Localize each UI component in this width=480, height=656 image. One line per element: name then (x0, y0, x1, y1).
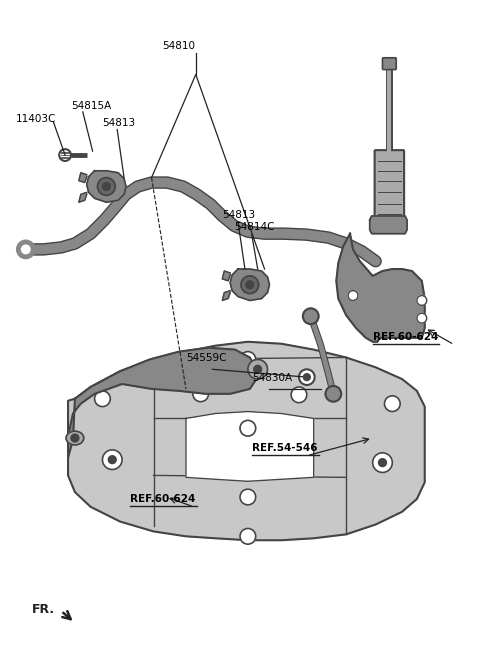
Circle shape (417, 314, 427, 323)
Text: FR.: FR. (32, 603, 55, 616)
FancyBboxPatch shape (374, 150, 404, 223)
Text: 54830A: 54830A (252, 373, 292, 383)
Circle shape (241, 276, 259, 294)
Polygon shape (370, 216, 407, 234)
Text: 54559C: 54559C (186, 354, 227, 363)
Circle shape (325, 386, 341, 401)
Polygon shape (186, 411, 314, 482)
Polygon shape (87, 171, 126, 202)
Circle shape (17, 241, 35, 258)
Polygon shape (79, 173, 87, 182)
Circle shape (97, 178, 115, 195)
Circle shape (108, 456, 116, 464)
Text: 54813: 54813 (102, 117, 135, 127)
Circle shape (71, 434, 79, 442)
Circle shape (372, 453, 392, 472)
FancyBboxPatch shape (383, 58, 396, 70)
Text: 54810: 54810 (163, 41, 195, 51)
Circle shape (417, 296, 427, 306)
Circle shape (95, 391, 110, 407)
Circle shape (299, 369, 315, 385)
Circle shape (303, 374, 310, 380)
Circle shape (240, 352, 256, 367)
Circle shape (254, 365, 262, 373)
Circle shape (303, 308, 319, 324)
Circle shape (22, 245, 30, 253)
Circle shape (384, 396, 400, 411)
Text: REF.60-624: REF.60-624 (130, 494, 195, 504)
Polygon shape (336, 234, 425, 342)
Polygon shape (222, 271, 230, 281)
Circle shape (102, 450, 122, 470)
Circle shape (59, 149, 71, 161)
Circle shape (193, 386, 208, 401)
Circle shape (102, 182, 110, 190)
Circle shape (291, 387, 307, 403)
Text: 54814C: 54814C (234, 222, 275, 232)
Ellipse shape (66, 431, 84, 445)
Circle shape (246, 281, 254, 289)
Polygon shape (68, 342, 425, 541)
Text: REF.54-546: REF.54-546 (252, 443, 317, 453)
Polygon shape (79, 192, 87, 202)
Circle shape (348, 291, 358, 300)
Circle shape (240, 420, 256, 436)
Circle shape (379, 459, 386, 466)
Polygon shape (222, 291, 230, 300)
Circle shape (240, 529, 256, 544)
Polygon shape (230, 269, 269, 300)
Text: 11403C: 11403C (16, 113, 56, 123)
Text: 54815A: 54815A (71, 101, 111, 111)
Circle shape (240, 489, 256, 505)
Text: 54813: 54813 (222, 210, 255, 220)
Polygon shape (68, 348, 260, 458)
Circle shape (248, 359, 267, 379)
Text: REF.60-624: REF.60-624 (372, 332, 438, 342)
